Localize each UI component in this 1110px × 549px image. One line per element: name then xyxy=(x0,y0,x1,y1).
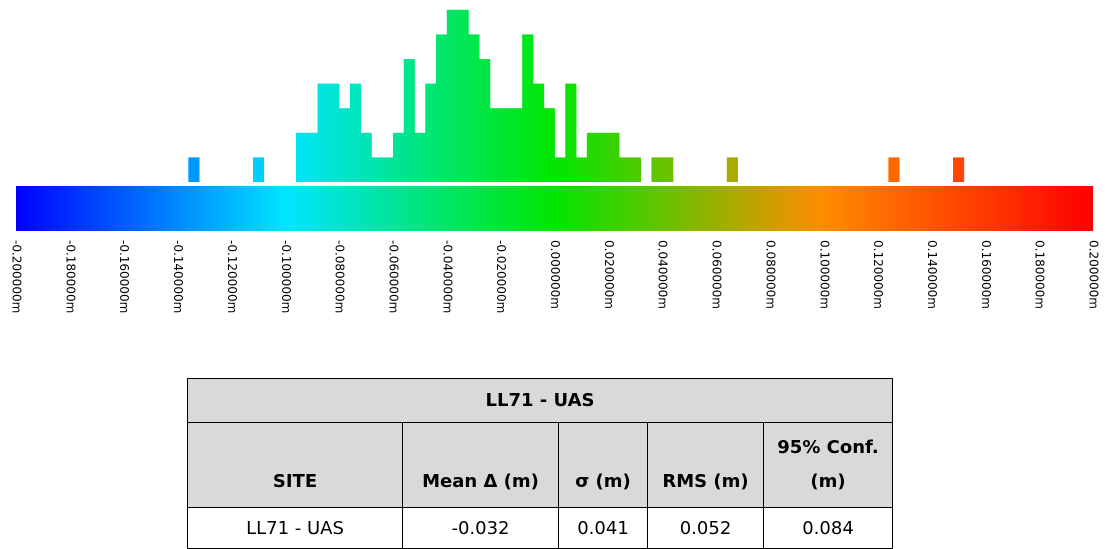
histogram-bar xyxy=(726,157,738,182)
histogram-bar xyxy=(608,132,620,182)
histogram-bar xyxy=(576,157,588,182)
histogram-bar xyxy=(952,157,965,182)
histogram-bar xyxy=(371,157,383,182)
histogram-bar xyxy=(328,83,340,182)
table-title-row: LL71 - UAS xyxy=(187,378,893,423)
histogram-bar xyxy=(339,108,351,182)
table-title: LL71 - UAS xyxy=(187,378,893,423)
header-site: SITE xyxy=(187,422,403,508)
histogram-bar xyxy=(414,132,426,182)
histogram-bar xyxy=(403,59,415,182)
histogram-bar xyxy=(586,132,598,182)
histogram-bar xyxy=(468,34,480,183)
table-row: LL71 - UAS -0.032 0.041 0.052 0.084 xyxy=(187,507,893,549)
x-tick-label: 0.140000m xyxy=(925,240,939,309)
histogram-bar xyxy=(360,132,372,182)
cell-site: LL71 - UAS xyxy=(187,507,403,549)
histogram-bar xyxy=(543,108,555,182)
histogram-chart: -0.200000m -0.180000m -0.160000m -0.140000m… xyxy=(10,9,1101,313)
x-axis-tick-labels: -0.200000m -0.180000m -0.160000m -0.140000m… xyxy=(10,240,1101,313)
header-rms: RMS (m) xyxy=(647,422,764,508)
histogram-bar xyxy=(511,108,523,182)
histogram-bar xyxy=(662,157,674,182)
header-mean: Mean Δ (m) xyxy=(402,422,559,508)
histogram-bar xyxy=(597,132,609,182)
histogram-bar xyxy=(252,157,265,182)
histogram-bar xyxy=(349,83,362,182)
histogram-bar xyxy=(565,83,577,182)
histogram-bar xyxy=(392,132,405,182)
x-tick-label: -0.120000m xyxy=(225,240,239,313)
header-confidence-line1: 95% Conf. xyxy=(777,437,879,458)
x-tick-label: 0.040000m xyxy=(656,240,670,309)
x-tick-label: -0.060000m xyxy=(386,240,400,313)
histogram-bar xyxy=(317,83,329,182)
x-tick-label: 0.160000m xyxy=(979,240,993,309)
color-scale-bar xyxy=(16,186,1093,231)
x-tick-label: 0.080000m xyxy=(763,240,777,309)
histogram-bar xyxy=(436,34,448,183)
histogram-bar xyxy=(651,157,663,182)
histogram-bar xyxy=(500,108,512,182)
histogram-bar xyxy=(457,9,469,182)
x-tick-label: -0.160000m xyxy=(117,240,131,313)
histogram-bar xyxy=(619,157,631,182)
x-tick-label: -0.040000m xyxy=(440,240,454,313)
histogram-bar xyxy=(554,157,566,182)
histogram-bar xyxy=(446,9,458,182)
x-tick-label: -0.140000m xyxy=(171,240,185,313)
x-tick-label: -0.100000m xyxy=(279,240,293,313)
histogram-bars xyxy=(188,9,965,183)
histogram-bar xyxy=(306,132,318,182)
histogram-bar xyxy=(489,108,502,182)
cell-rms: 0.052 xyxy=(647,507,764,549)
histogram-bar xyxy=(888,157,900,182)
x-tick-label: 0.020000m xyxy=(602,240,616,309)
cell-sigma: 0.041 xyxy=(558,507,648,549)
header-confidence: 95% Conf. (m) xyxy=(763,422,893,508)
histogram-bar xyxy=(522,34,534,183)
histogram-bar xyxy=(532,83,545,182)
x-tick-label: -0.020000m xyxy=(494,240,508,313)
x-tick-label: -0.200000m xyxy=(10,240,24,313)
x-tick-label: 0.180000m xyxy=(1033,240,1047,309)
x-tick-label: 0.060000m xyxy=(710,240,724,309)
x-tick-label: -0.080000m xyxy=(333,240,347,313)
x-tick-label: 0.200000m xyxy=(1087,240,1101,309)
table-header-row: SITE Mean Δ (m) σ (m) RMS (m) 95% Conf. (… xyxy=(187,422,893,508)
x-tick-label: -0.180000m xyxy=(63,240,77,313)
histogram-bar xyxy=(382,157,394,182)
x-tick-label: 0.120000m xyxy=(871,240,885,309)
histogram-bar xyxy=(425,83,437,182)
histogram-bar xyxy=(479,59,491,182)
cell-confidence: 0.084 xyxy=(763,507,893,549)
histogram-bar xyxy=(296,132,308,182)
statistics-table: LL71 - UAS SITE Mean Δ (m) σ (m) RMS (m)… xyxy=(187,378,893,549)
histogram-bar xyxy=(188,157,200,182)
x-tick-label: 0.100000m xyxy=(817,240,831,309)
histogram-bar xyxy=(629,157,642,182)
x-tick-label: 0.000000m xyxy=(548,240,562,309)
header-confidence-line2: (m) xyxy=(810,471,846,492)
header-sigma: σ (m) xyxy=(558,422,648,508)
cell-mean: -0.032 xyxy=(402,507,559,549)
